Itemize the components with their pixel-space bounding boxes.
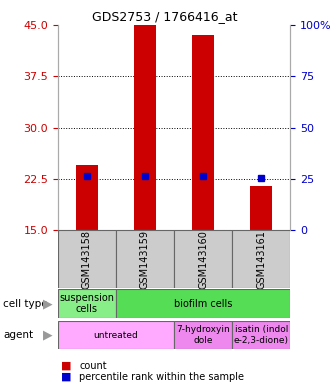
Text: untreated: untreated — [93, 331, 138, 339]
Text: GDS2753 / 1766416_at: GDS2753 / 1766416_at — [92, 10, 238, 23]
Bar — [192, 35, 214, 230]
Bar — [232, 321, 290, 349]
Bar — [116, 289, 290, 318]
Text: ■: ■ — [61, 361, 72, 371]
Text: ▶: ▶ — [43, 297, 53, 310]
Bar — [116, 230, 174, 288]
Text: 7-hydroxyin
dole: 7-hydroxyin dole — [176, 325, 230, 345]
Bar — [76, 166, 98, 230]
Bar — [250, 186, 272, 230]
Text: GSM143161: GSM143161 — [256, 230, 266, 289]
Text: ■: ■ — [61, 372, 72, 382]
Text: GSM143160: GSM143160 — [198, 230, 208, 289]
Text: count: count — [79, 361, 107, 371]
Text: ▶: ▶ — [43, 329, 53, 341]
Bar — [232, 230, 290, 288]
Bar — [174, 230, 232, 288]
Text: biofilm cells: biofilm cells — [174, 298, 232, 309]
Text: GSM143158: GSM143158 — [82, 230, 92, 289]
Bar — [58, 230, 116, 288]
Text: suspension
cells: suspension cells — [59, 293, 114, 314]
Bar — [58, 289, 116, 318]
Text: percentile rank within the sample: percentile rank within the sample — [79, 372, 244, 382]
Text: cell type: cell type — [3, 298, 48, 309]
Text: isatin (indol
e-2,3-dione): isatin (indol e-2,3-dione) — [234, 325, 289, 345]
Bar — [58, 321, 174, 349]
Bar — [134, 25, 156, 230]
Text: GSM143159: GSM143159 — [140, 230, 150, 289]
Text: agent: agent — [3, 330, 33, 340]
Bar — [174, 321, 232, 349]
